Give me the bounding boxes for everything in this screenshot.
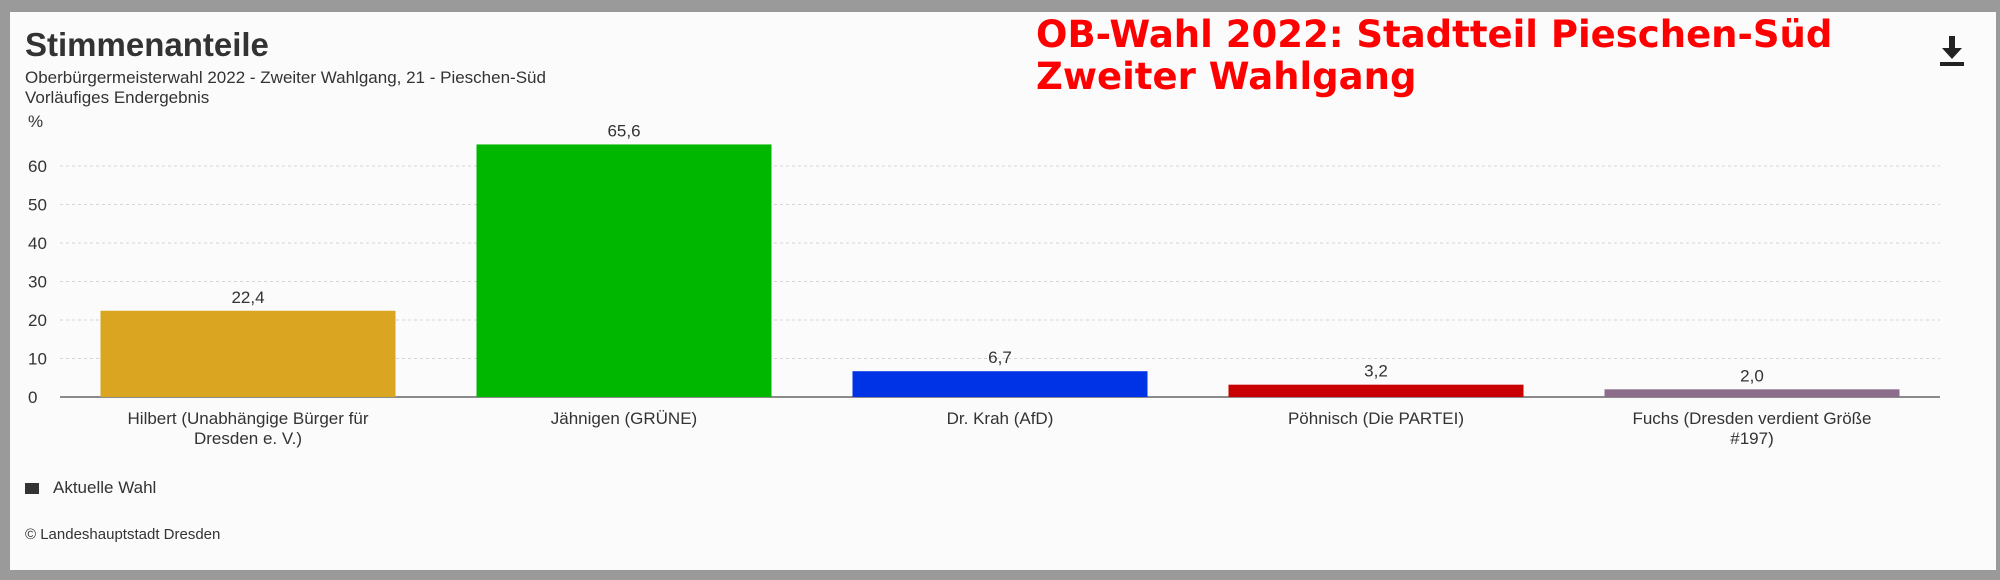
x-tick-label: Dr. Krah (AfD) (947, 409, 1054, 428)
x-tick-label: Hilbert (Unabhängige Bürger für (128, 409, 369, 428)
legend-label: Aktuelle Wahl (53, 478, 157, 497)
overlay-heading-line2: Zweiter Wahlgang (1036, 55, 1417, 98)
y-axis-unit-label: % (28, 112, 43, 131)
data-label: 65,6 (607, 121, 640, 140)
y-tick-label: 30 (28, 273, 47, 292)
y-tick-label: 10 (28, 350, 47, 369)
bar (476, 144, 772, 397)
x-tick-label: Pöhnisch (Die PARTEI) (1288, 409, 1464, 428)
y-tick-label: 50 (28, 196, 47, 215)
data-label: 22,4 (231, 288, 264, 307)
legend-swatch (25, 482, 39, 494)
bar (852, 371, 1148, 397)
y-tick-label: 0 (28, 388, 37, 407)
data-label: 6,7 (988, 348, 1012, 367)
overlay-heading-line1: OB-Wahl 2022: Stadtteil Pieschen-Süd (1036, 13, 1833, 56)
download-button[interactable] (1934, 32, 1970, 68)
y-tick-label: 40 (28, 234, 47, 253)
chart-card (10, 12, 1996, 570)
chart-subtitle: Oberbürgermeisterwahl 2022 - Zweiter Wah… (25, 68, 546, 87)
x-tick-label: Dresden e. V.) (194, 429, 302, 448)
chart-subtitle-status: Vorläufiges Endergebnis (25, 88, 210, 107)
chart-title: Stimmenanteile (25, 26, 269, 63)
x-tick-label: Jähnigen (GRÜNE) (551, 409, 697, 428)
data-label: 3,2 (1364, 362, 1388, 381)
y-tick-label: 60 (28, 157, 47, 176)
bar (100, 310, 396, 397)
download-icon (1940, 36, 1964, 66)
data-label: 2,0 (1740, 366, 1764, 385)
x-tick-label: #197) (1730, 429, 1773, 448)
y-tick-label: 20 (28, 311, 47, 330)
overlay-heading: OB-Wahl 2022: Stadtteil Pieschen-Süd Zwe… (1036, 14, 1832, 98)
legend[interactable]: Aktuelle Wahl (25, 478, 156, 498)
bar (1228, 384, 1524, 397)
copyright-credit: © Landeshauptstadt Dresden (25, 526, 221, 543)
x-tick-label: Fuchs (Dresden verdient Größe (1632, 409, 1871, 428)
bar (1604, 389, 1900, 397)
